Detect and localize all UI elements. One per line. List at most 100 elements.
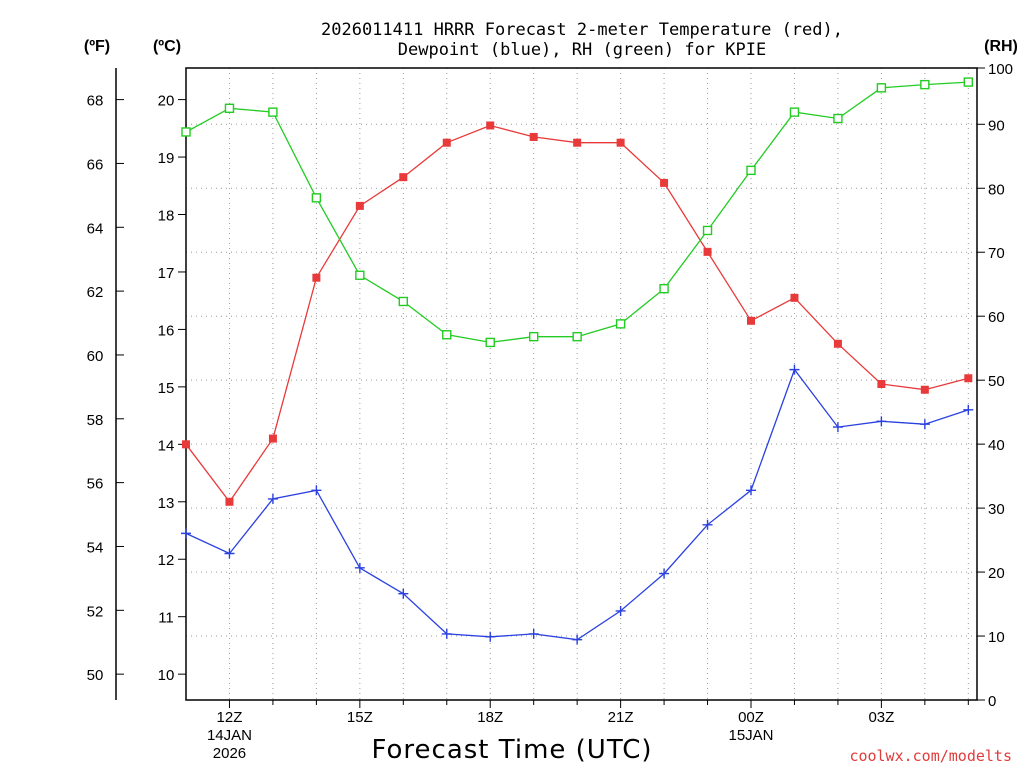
data-series [181, 77, 974, 645]
dewpoint-point [832, 422, 843, 433]
dewpoint-point [876, 416, 887, 427]
rh-point [963, 77, 974, 87]
dewpoint-point [398, 588, 409, 599]
fahrenheit-tick-label: 50 [87, 667, 104, 684]
x-tick-label: 03Z [868, 709, 894, 726]
rh-point [833, 113, 843, 124]
celsius-tick-label: 16 [158, 322, 175, 339]
rh-point [920, 79, 930, 90]
fahrenheit-tick-label: 66 [87, 156, 104, 173]
dewpoint-point [528, 628, 539, 639]
celsius-tick-label: 10 [158, 667, 175, 684]
fahrenheit-tick-label: 62 [87, 284, 104, 301]
temperature-point [573, 138, 582, 147]
temperature-point [182, 440, 190, 449]
celsius-tick-label: 11 [158, 610, 174, 627]
celsius-tick-label: 19 [158, 150, 175, 167]
temperature-point [660, 178, 669, 187]
celsius-tick-label: 18 [158, 208, 175, 225]
rh-tick-label: 100 [988, 61, 1013, 78]
temperature-point [920, 385, 929, 394]
rh-point [702, 225, 713, 236]
temperature-point [790, 293, 799, 302]
temperature-point [964, 374, 973, 383]
rh-point [746, 165, 756, 176]
celsius-tick-label: 14 [158, 437, 175, 454]
fahrenheit-tick-label: 56 [87, 476, 104, 493]
dewpoint-point [354, 562, 365, 573]
temperature-point [877, 380, 886, 388]
rh-tick-label: 40 [988, 437, 1005, 454]
temperature-point [747, 316, 755, 325]
dewpoint-point [485, 631, 496, 642]
rh-point [485, 337, 495, 348]
rh-point [355, 270, 365, 280]
dewpoint-point [702, 519, 713, 530]
fahrenheit-tick-label: 64 [87, 220, 104, 237]
x-tick-label: 00Z [738, 709, 764, 726]
dewpoint-point [659, 568, 670, 579]
rh-tick-label: 70 [988, 245, 1005, 262]
temperature-point [616, 138, 625, 147]
celsius-tick-label: 15 [158, 380, 175, 397]
x-tick-label: 2026 [213, 745, 246, 762]
celsius-tick-label: 13 [158, 495, 175, 512]
fahrenheit-axis-label: (ºF) [84, 38, 110, 55]
gridlines [186, 68, 977, 700]
fahrenheit-tick-label: 58 [87, 412, 104, 429]
rh-point [572, 331, 582, 342]
temperature-point [442, 138, 451, 147]
x-tick-label: 12Z [217, 709, 243, 726]
rh-point [224, 103, 235, 113]
fahrenheit-tick-label: 68 [87, 93, 104, 110]
temperature-point [268, 434, 277, 443]
dewpoint-point [919, 419, 930, 430]
rh-tick-label: 50 [988, 373, 1005, 390]
chart-title-line-2: Dewpoint (blue), RH (green) for KPIE [398, 40, 766, 60]
rh-axis-label: (RH) [984, 38, 1018, 55]
plot-frame [185, 67, 978, 701]
fahrenheit-tick-label: 54 [87, 539, 104, 556]
temperature-point [833, 339, 842, 348]
dewpoint-point [311, 485, 322, 496]
x-axis-title: Forecast Time (UTC) [371, 735, 652, 765]
celsius-tick-label: 17 [158, 265, 175, 282]
dewpoint-point [224, 548, 235, 559]
rh-point [398, 296, 409, 307]
dewpoint-point [267, 493, 278, 504]
temperature-point [312, 273, 321, 282]
rh-tick-label: 90 [988, 117, 1005, 134]
rh-tick-label: 10 [988, 629, 1005, 646]
rh-point [311, 193, 322, 203]
rh-point [181, 127, 191, 137]
temperature-point [486, 121, 495, 130]
celsius-axis-label: (ºC) [153, 38, 181, 55]
dewpoint-line [185, 368, 969, 641]
dewpoint-point [572, 634, 583, 645]
chart-axes [115, 67, 985, 708]
rh-point [268, 107, 278, 117]
temperature-point [355, 201, 364, 210]
rh-point [789, 107, 800, 117]
celsius-tick-label: 12 [158, 552, 175, 569]
rh-tick-label: 20 [988, 565, 1005, 582]
rh-tick-label: 60 [988, 309, 1005, 326]
x-tick-label: 15JAN [728, 727, 773, 744]
fahrenheit-tick-label: 52 [87, 603, 104, 620]
temperature-point [399, 173, 408, 182]
celsius-tick-label: 20 [158, 93, 175, 110]
dewpoint-point [441, 628, 452, 639]
temperature-point [703, 247, 712, 256]
dewpoint-point [615, 605, 626, 616]
rh-point [876, 83, 887, 93]
rh-point [659, 283, 669, 294]
rh-tick-label: 80 [988, 181, 1005, 198]
rh-tick-label: 30 [988, 501, 1005, 518]
chart-title-line-1: 2026011411 HRRR Forecast 2-meter Tempera… [321, 20, 843, 40]
x-tick-label: 18Z [477, 709, 503, 726]
x-tick-label: 21Z [608, 709, 634, 726]
dewpoint-point [789, 364, 800, 375]
credit-text: coolwx.com/modelts [849, 747, 1012, 765]
